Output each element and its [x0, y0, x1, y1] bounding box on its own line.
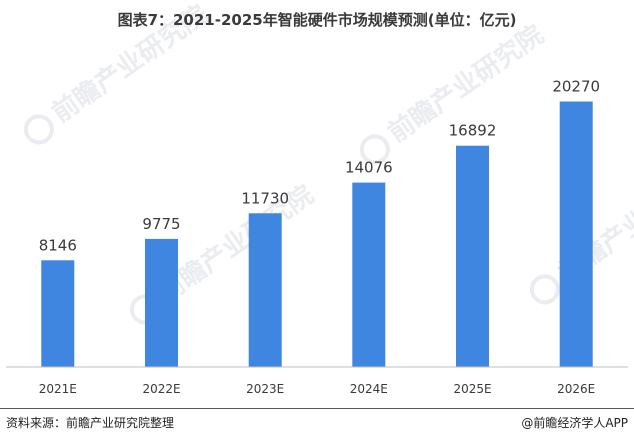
- data-labels-layer: 8146 9775 11730 14076 16892 20270: [39, 78, 600, 255]
- bar-2023E: [248, 213, 282, 367]
- data-label-2025E: 16892: [449, 122, 497, 140]
- bar-2025E: [456, 145, 489, 367]
- data-label-2021E: 8146: [39, 236, 77, 254]
- x-tick-labels-layer: 2021E 2022E 2023E 2024E 2025E 2026E: [39, 382, 596, 396]
- data-label-2024E: 14076: [345, 159, 393, 177]
- data-label-2026E: 20270: [552, 78, 600, 96]
- chart-title: 图表7：2021-2025年智能硬件市场规模预测(单位：亿元): [117, 11, 517, 29]
- x-tick-label-2024E: 2024E: [350, 382, 388, 396]
- bar-2021E: [41, 260, 75, 367]
- brand-credit: @前瞻经济学人APP: [521, 416, 628, 430]
- source-note: 资料来源：前瞻产业研究院整理: [6, 416, 175, 430]
- x-tick-label-2026E: 2026E: [557, 382, 595, 396]
- x-tick-label-2021E: 2021E: [39, 382, 77, 396]
- data-label-2023E: 11730: [241, 189, 289, 207]
- bar-2024E: [352, 182, 386, 367]
- bar-2022E: [145, 238, 178, 367]
- x-tick-label-2025E: 2025E: [453, 382, 491, 396]
- data-label-2022E: 9775: [142, 215, 180, 233]
- bar-2026E: [559, 101, 593, 367]
- x-tick-label-2023E: 2023E: [246, 382, 284, 396]
- footer-divider: [0, 408, 634, 409]
- x-tick-label-2022E: 2022E: [142, 382, 180, 396]
- bars-layer: [41, 101, 593, 367]
